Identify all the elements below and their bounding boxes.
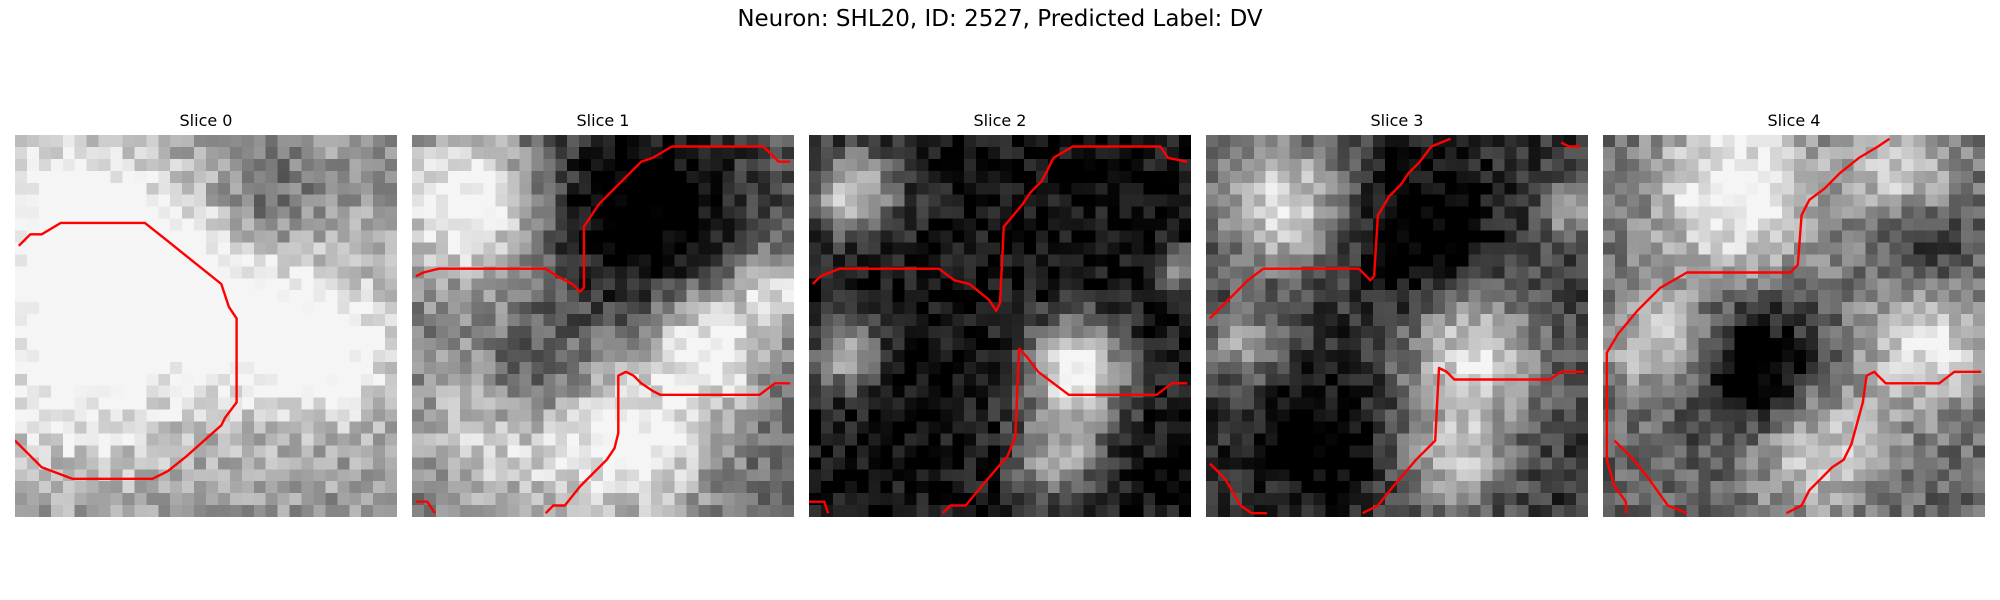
- slice-title: Slice 0: [179, 111, 233, 130]
- red-contour-line: [544, 370, 791, 515]
- red-contour-line: [811, 145, 1188, 312]
- slice-panel-4: Slice 4: [1603, 110, 1985, 517]
- slice-image: [1206, 135, 1588, 517]
- red-contour-line: [1208, 137, 1451, 320]
- red-contour-line: [941, 347, 1188, 515]
- red-contour-line: [15, 221, 238, 480]
- red-contour-line: [415, 145, 791, 293]
- red-contour-line: [809, 500, 830, 514]
- slice-panel-0: Slice 0: [15, 110, 397, 517]
- slice-image: [412, 135, 794, 517]
- red-contour-line: [1605, 137, 1891, 514]
- grayscale-pixels: [1603, 135, 1985, 517]
- slice-image: [1603, 135, 1985, 517]
- slice-panel-2: Slice 2: [809, 110, 1191, 517]
- slice-title: Slice 3: [1370, 111, 1424, 130]
- slice-title: Slice 4: [1767, 111, 1821, 130]
- grayscale-pixels: [15, 135, 397, 517]
- red-contour-line: [1785, 370, 1982, 515]
- red-contour-line: [1613, 439, 1688, 515]
- slice-title: Slice 1: [576, 111, 630, 130]
- slice-panel-3: Slice 3: [1206, 110, 1588, 517]
- red-contour-line: [1560, 141, 1581, 148]
- grayscale-pixels: [809, 135, 1191, 517]
- slice-image: [809, 135, 1191, 517]
- grayscale-pixels: [1206, 135, 1588, 517]
- red-contour-line: [1362, 366, 1585, 515]
- slice-title: Slice 2: [973, 111, 1027, 130]
- slice-panel-1: Slice 1: [412, 110, 794, 517]
- red-contour-line: [415, 500, 436, 514]
- red-contour-line: [1208, 462, 1268, 515]
- figure-title: Neuron: SHL20, ID: 2527, Predicted Label…: [737, 6, 1263, 32]
- grayscale-pixels: [412, 135, 794, 517]
- slice-image: [15, 135, 397, 517]
